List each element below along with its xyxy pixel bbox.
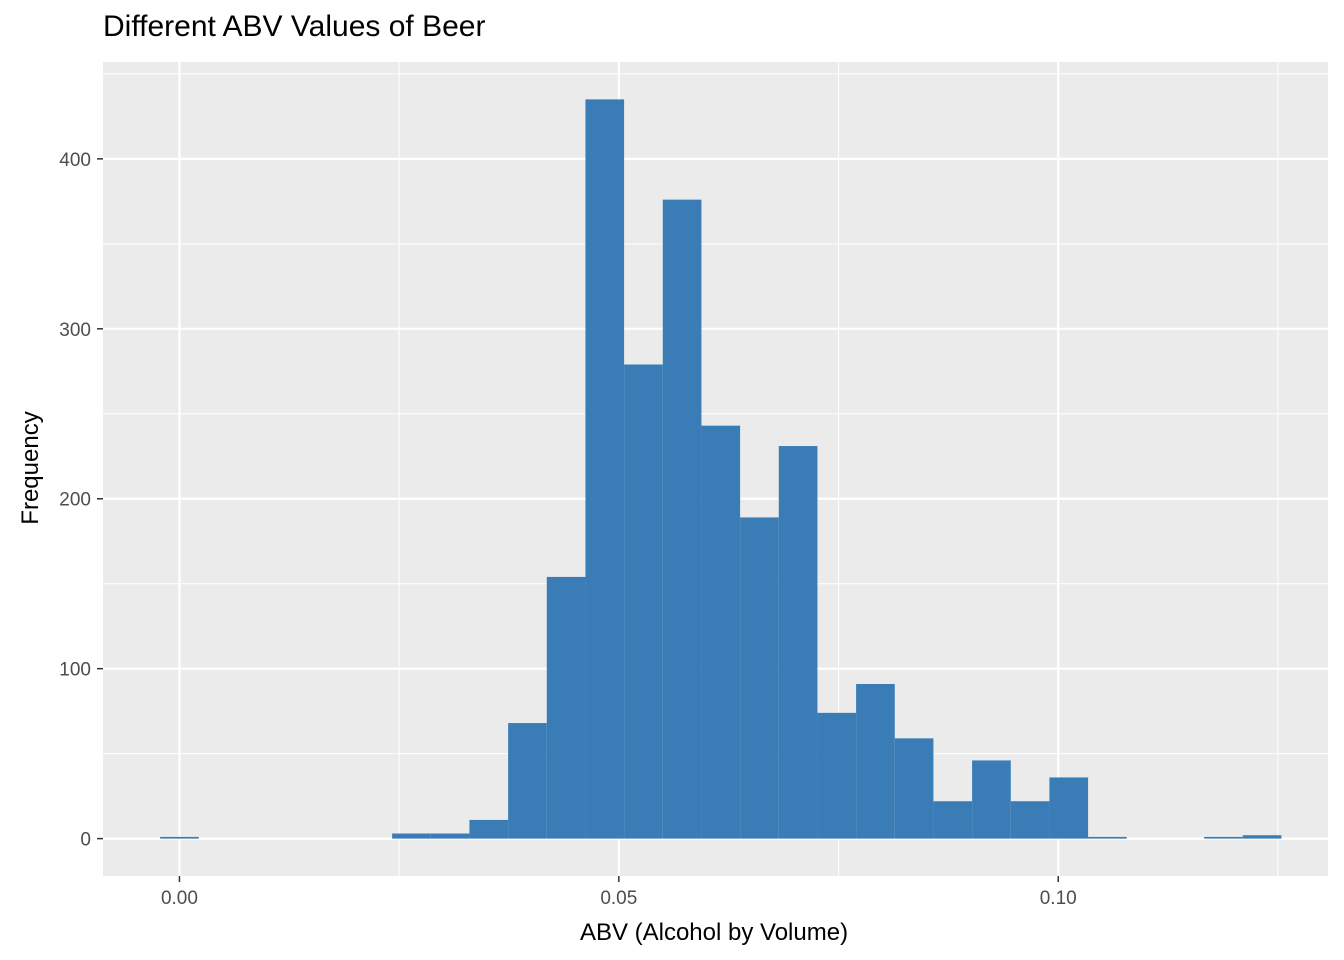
y-tick-label: 0 [80, 830, 91, 851]
histogram-bar [469, 819, 509, 839]
histogram-bar [856, 683, 895, 839]
histogram-bar [160, 836, 199, 839]
y-axis-title: Frequency [17, 411, 44, 524]
histogram-bar [430, 833, 470, 839]
histogram-bar [662, 199, 702, 839]
x-tick-label: 0.10 [1040, 888, 1077, 909]
histogram-bar [972, 760, 1011, 839]
y-tick-label: 300 [59, 320, 91, 341]
histogram-bar [585, 99, 625, 839]
histogram-bar [1242, 835, 1282, 839]
chart-title: Different ABV Values of Beer [103, 10, 486, 43]
x-tick-label: 0.00 [161, 888, 198, 909]
histogram-bar [817, 712, 857, 839]
histogram-bar [1204, 836, 1243, 839]
histogram-bars [160, 99, 1282, 839]
histogram-bar [508, 723, 547, 839]
histogram-bar [624, 364, 663, 839]
x-tick-labels: 0.00 0.05 0.10 [161, 888, 1077, 909]
x-axis-title: ABV (Alcohol by Volume) [580, 919, 848, 946]
minor-gridlines [103, 62, 1328, 876]
histogram-bar [894, 738, 934, 839]
histogram-bar [778, 446, 818, 839]
histogram-bar [1088, 836, 1127, 839]
histogram-bar [1049, 777, 1089, 839]
y-tick-labels: 0 100 200 300 400 [59, 150, 91, 851]
y-tick-label: 200 [59, 490, 91, 511]
histogram-bar [933, 801, 973, 839]
histogram-bar [740, 517, 779, 839]
histogram-bar [546, 576, 586, 839]
y-tick-label: 100 [59, 660, 91, 681]
histogram-bar [1010, 801, 1050, 839]
histogram-bar [392, 833, 431, 839]
histogram-bar [701, 425, 741, 839]
y-tick-label: 400 [59, 150, 91, 171]
x-tick-label: 0.05 [600, 888, 637, 909]
axis-ticks [97, 158, 1059, 882]
